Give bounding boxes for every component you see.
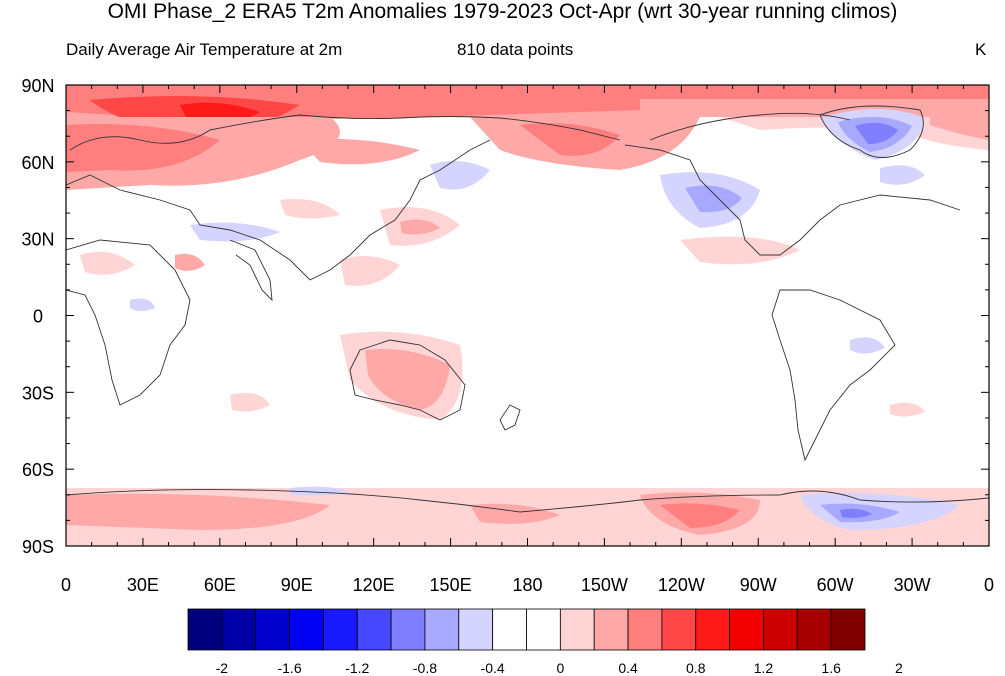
data-points-label: 810 data points [457, 40, 574, 59]
longitude-label: 180 [512, 575, 542, 595]
colorbar-box [255, 608, 290, 651]
colorbar-box [458, 608, 494, 651]
longitude-label: 0 [61, 575, 71, 595]
colorbar-box [695, 608, 730, 651]
colorbar-label: -1.2 [345, 660, 369, 676]
latitude-label: 90S [22, 537, 54, 557]
colorbar-label: 1.2 [754, 660, 774, 676]
colorbar-box [593, 608, 629, 651]
longitude-label: 30E [127, 575, 159, 595]
units-label: K [975, 40, 987, 59]
longitude-label: 90E [281, 575, 313, 595]
colorbar-box [492, 608, 527, 651]
colorbar-box [526, 608, 561, 651]
colorbar [187, 608, 866, 651]
colorbar-box [661, 608, 697, 651]
colorbar-box [221, 608, 257, 651]
colorbar-label: -2 [216, 660, 229, 676]
colorbar-box [187, 608, 223, 651]
colorbar-box [763, 608, 798, 651]
coastlines [66, 105, 989, 513]
longitude-label: 30W [894, 575, 931, 595]
latitude-labels: 90N 60N 30N 0 30S 60S 90S [21, 76, 54, 557]
colorbar-box [390, 608, 426, 651]
colorbar-box [322, 608, 358, 651]
colorbar-label: 0.8 [686, 660, 706, 676]
colorbar-box [356, 608, 392, 651]
colorbar-box [729, 608, 764, 651]
colorbar-box [796, 608, 832, 651]
longitude-label: 150E [430, 575, 472, 595]
colorbar-labels: -2 -1.6 -1.2 -0.8 -0.4 0 0.4 0.8 1.2 1.6 2 [216, 660, 903, 676]
colorbar-label: 1.6 [821, 660, 841, 676]
latitude-label: 60N [21, 153, 54, 173]
colorbar-label: -1.6 [277, 660, 301, 676]
latitude-label: 30S [22, 383, 54, 403]
longitude-label: 120E [353, 575, 395, 595]
colorbar-box [559, 608, 595, 651]
colorbar-label: 0 [556, 660, 564, 676]
figure-title: OMI Phase_2 ERA5 T2m Anomalies 1979-2023… [107, 0, 898, 23]
colorbar-label: 2 [895, 660, 903, 676]
colorbar-box [627, 608, 663, 651]
longitude-label: 60E [204, 575, 236, 595]
longitude-label: 0 [984, 575, 994, 595]
colorbar-label: 0.4 [618, 660, 638, 676]
colorbar-label: -0.8 [413, 660, 437, 676]
colorbar-box [289, 608, 324, 651]
anomaly-field [66, 85, 989, 546]
variable-label: Daily Average Air Temperature at 2m [66, 40, 343, 59]
longitude-label: 150W [581, 575, 628, 595]
longitude-label: 120W [658, 575, 705, 595]
latitude-label: 90N [21, 76, 54, 96]
latitude-label: 30N [21, 230, 54, 250]
colorbar-label: -0.4 [481, 660, 505, 676]
longitude-label: 60W [817, 575, 854, 595]
latitude-label: 0 [33, 307, 43, 327]
colorbar-box [424, 608, 460, 651]
colorbar-box [830, 608, 866, 651]
longitude-label: 90W [740, 575, 777, 595]
map-ticks [65, 84, 990, 547]
longitude-labels: 0 30E 60E 90E 120E 150E 180 150W 120W 90W 60W 30W 0 [61, 575, 994, 595]
latitude-label: 60S [22, 460, 54, 480]
